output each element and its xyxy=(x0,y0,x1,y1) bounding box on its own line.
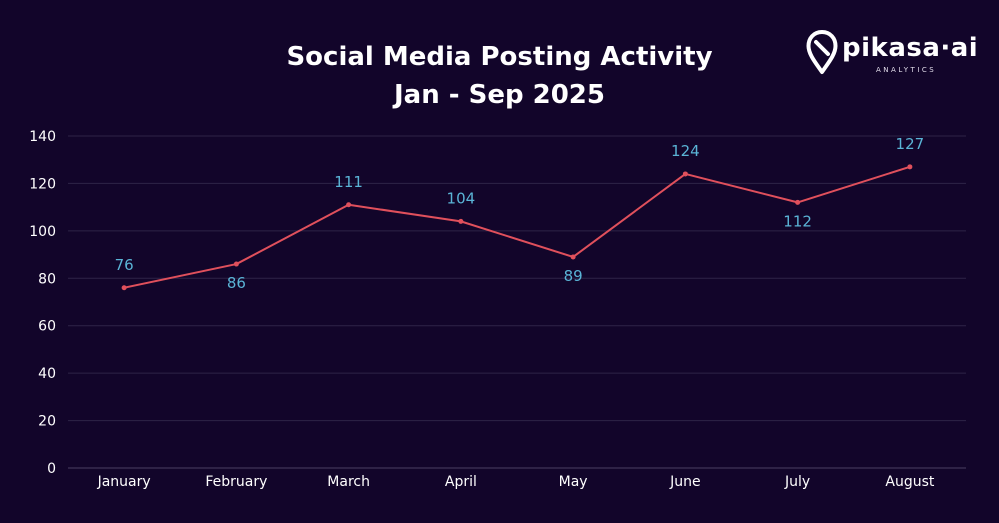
x-tick-label: January xyxy=(97,474,151,490)
logo-wordmark: pikasa·ai xyxy=(842,33,979,63)
y-tick-label: 40 xyxy=(38,366,56,382)
x-tick-label: June xyxy=(669,474,701,490)
y-tick-label: 0 xyxy=(47,461,56,477)
data-label: 86 xyxy=(227,274,246,292)
data-point xyxy=(121,285,127,291)
data-point xyxy=(233,261,239,267)
data-point xyxy=(458,218,464,224)
data-label: 124 xyxy=(671,142,700,160)
x-tick-label: July xyxy=(784,474,810,490)
data-labels: 76 86 111 104 89 124 112 127 xyxy=(115,135,925,292)
x-tick-label: May xyxy=(559,474,588,490)
data-label: 127 xyxy=(896,135,925,153)
x-tick-label: April xyxy=(445,474,477,490)
y-tick-label: 20 xyxy=(38,414,56,430)
data-label: 111 xyxy=(334,173,363,191)
data-point xyxy=(682,171,688,177)
series xyxy=(121,164,913,291)
pin-logo-icon xyxy=(806,30,838,74)
chart-title: Social Media Posting Activity xyxy=(286,42,713,72)
data-point xyxy=(346,202,352,208)
x-tick-label: February xyxy=(205,474,267,490)
data-label: 76 xyxy=(115,256,134,274)
data-label: 112 xyxy=(783,212,812,230)
data-point xyxy=(795,199,801,205)
x-tick-label: August xyxy=(885,474,935,490)
data-label: 104 xyxy=(447,189,476,207)
axes: 0 20 40 60 80 100 120 140 January February March Ap… xyxy=(29,129,935,490)
y-tick-label: 80 xyxy=(38,271,56,287)
logo-tagline: ANALYTICS xyxy=(876,66,937,74)
series-line xyxy=(123,165,911,289)
brand-logo: pikasa·ai ANALYTICS xyxy=(806,30,979,78)
grid-lines xyxy=(68,135,966,469)
y-tick-label: 120 xyxy=(29,176,56,192)
data-point xyxy=(907,164,913,170)
chart-subtitle: Jan - Sep 2025 xyxy=(393,80,605,110)
y-tick-label: 100 xyxy=(29,224,56,240)
data-label: 89 xyxy=(564,267,583,285)
y-tick-label: 140 xyxy=(29,129,56,145)
x-tick-label: March xyxy=(327,474,370,490)
data-point xyxy=(570,254,576,260)
y-tick-label: 60 xyxy=(38,319,56,335)
